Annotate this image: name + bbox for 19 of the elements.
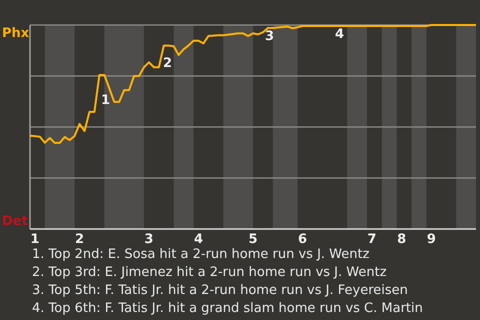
x-tick-label: 3 bbox=[144, 232, 154, 247]
text: Det bbox=[2, 214, 28, 229]
x-tick-label: 8 bbox=[397, 232, 406, 247]
x-tick-label: 7 bbox=[367, 232, 376, 247]
text: Phx bbox=[2, 26, 30, 41]
text: 3. Top 5th: F. Tatis Jr. hit a 2-run home run vs J. Feyereisen bbox=[32, 283, 408, 298]
x-tick-label: 6 bbox=[298, 232, 308, 247]
x-tick-label: 1 bbox=[30, 232, 40, 247]
text: 2. Top 3rd: E. Jimenez hit a 2-run home run vs J. Wentz bbox=[32, 265, 387, 280]
x-tick-label: 2 bbox=[75, 232, 84, 247]
annotation: 1 bbox=[101, 93, 110, 108]
x-tick-label: 5 bbox=[248, 232, 258, 247]
x-tick-label: 4 bbox=[194, 232, 204, 247]
annotation: 2 bbox=[163, 56, 172, 71]
annotation: 3 bbox=[265, 29, 274, 44]
text: 1. Top 2nd: E. Sosa hit a 2-run home run vs J. Wentz bbox=[32, 247, 370, 262]
text: 4. Top 6th: F. Tatis Jr. hit a grand slam home run vs C. Martin bbox=[32, 301, 423, 316]
annotation: 4 bbox=[335, 27, 344, 42]
x-tick-label: 9 bbox=[426, 232, 436, 247]
